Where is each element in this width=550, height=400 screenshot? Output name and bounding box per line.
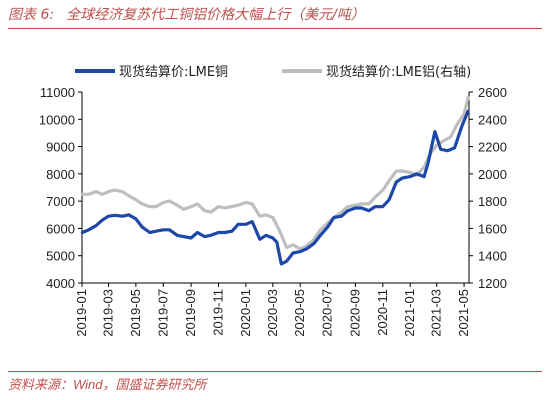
source-note: 资料来源：Wind，国盛证券研究所 [8,374,207,396]
x-tick-label: 2019-05 [128,289,143,337]
x-tick-label: 2020-09 [347,289,362,337]
x-tick-label: 2019-11 [210,289,225,336]
y-left-tick-label: 11000 [40,85,75,100]
series-line-copper [80,109,470,266]
source-rule [8,371,542,372]
y-left-tick-label: 10000 [39,112,75,127]
source-name: Wind [73,377,103,392]
y-left-tick-label: 9000 [46,140,75,155]
y-right-tick-label: 2200 [478,140,507,155]
y-left-tick-label: 4000 [46,276,75,291]
x-tick-label: 2020-01 [238,289,253,337]
y-right-tick-label: 1800 [478,194,507,209]
legend-label-copper: 现货结算价:LME铜 [119,64,228,80]
legend: 现货结算价:LME铜 现货结算价:LME铝(右轴) [75,64,471,80]
x-tick-label: 2019-01 [74,289,89,337]
y-left-tick-label: 7000 [46,194,75,209]
series-line-aluminum [80,95,470,251]
y-left-tick-label: 8000 [46,167,75,182]
y-right-tick-label: 2600 [478,85,507,100]
x-tick-label: 2020-03 [265,289,280,337]
y-left-tick-label: 6000 [46,221,75,236]
y-right-tick-label: 1600 [478,221,507,236]
x-tick-label: 2021-01 [402,289,417,337]
x-tick-label: 2019-09 [183,289,198,337]
source-rest: ，国盛证券研究所 [102,378,207,393]
x-tick-label: 2019-03 [100,289,115,337]
x-tick-label: 2021-05 [456,289,471,337]
x-tick-label: 2021-03 [429,289,444,337]
y-right-tick-label: 1200 [478,276,507,291]
x-tick-label: 2020-05 [292,289,307,337]
y-right-tick-label: 2000 [478,167,507,182]
figure-caption: 图表 6: 全球经济复苏代工铜铝价格大幅上行（美元/吨） [8,4,542,26]
axes: 4000 5000 6000 7000 8000 9000 10000 11000 1200 14… [39,85,507,337]
y-right-tick-label: 2400 [478,112,507,127]
caption-rule [8,28,542,29]
x-tick-label: 2020-07 [320,289,335,337]
x-tick-label: 2019-07 [155,289,170,337]
source-label: 资料来源： [8,378,74,393]
figure-title: 全球经济复苏代工铜铝价格大幅上行（美元/吨） [66,7,365,23]
series-group [80,95,470,266]
legend-label-aluminum: 现货结算价:LME铝(右轴) [326,64,471,80]
x-tick-label: 2020-11 [375,289,390,336]
y-left-tick-label: 5000 [46,249,75,264]
y-right-tick-label: 1400 [478,249,507,264]
figure-number: 图表 6: [8,7,55,23]
